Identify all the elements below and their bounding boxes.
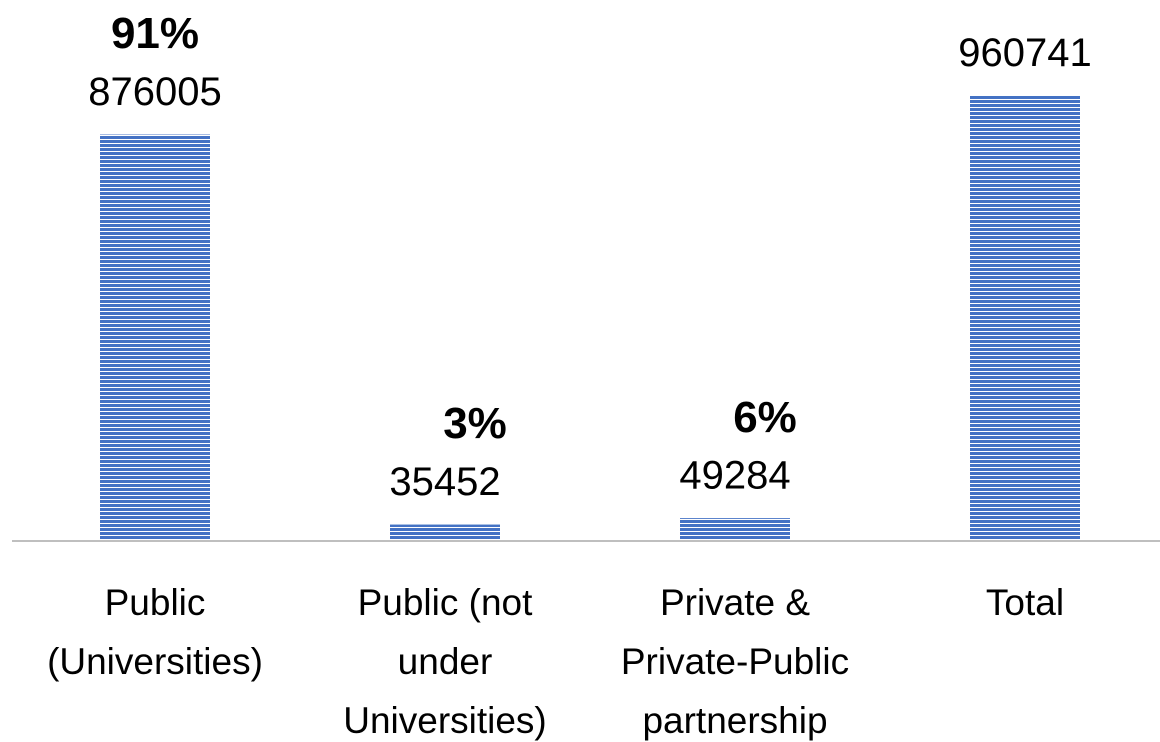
share-label: 3% (443, 399, 507, 448)
bar (390, 524, 500, 541)
x-tick-label: Private & Private-Public partnership (621, 582, 849, 741)
value-label: 49284 (679, 454, 790, 498)
value-label: 960741 (958, 31, 1091, 75)
value-label: 35452 (389, 460, 500, 504)
value-label: 876005 (88, 70, 221, 114)
bar (970, 95, 1080, 541)
x-tick-label: Public (not under Universities) (343, 582, 547, 741)
bar (680, 518, 790, 541)
share-label: 6% (733, 393, 797, 442)
bar (100, 134, 210, 541)
x-tick-label: Public (Universities) (47, 582, 263, 682)
x-tick-label: Total (986, 582, 1064, 623)
share-label: 91% (111, 9, 199, 58)
